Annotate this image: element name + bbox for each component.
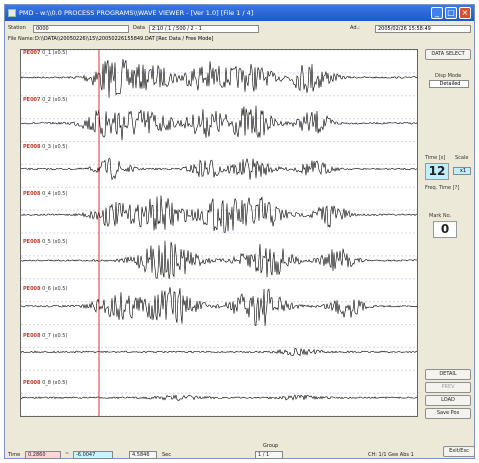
waveform-trace: [21, 241, 417, 279]
time-range-label: Time: [8, 452, 20, 458]
end-time-value: -6.0047: [73, 451, 113, 459]
exit-button[interactable]: Exit/Esc: [443, 446, 475, 457]
duration-value: 4.5846: [129, 451, 157, 459]
waveform-trace: [21, 158, 417, 179]
waveform-plot[interactable]: [20, 49, 418, 417]
window-title: PMD - w:\\0.0 PROCESS PROGRAMS\\WAVE VIE…: [19, 5, 419, 21]
range-dash: ~: [65, 451, 69, 457]
channel-info: CH: 1/1 Gee Abs 1: [368, 452, 414, 458]
data-label: Data: [133, 25, 145, 31]
channel-label-7: PE008 0_7 (x0.5): [23, 333, 67, 339]
save-pos-button[interactable]: Save Pos: [425, 408, 471, 419]
waveform-trace: [21, 287, 417, 326]
channel-label-1: PE007 0_1 (x0.5): [23, 50, 67, 56]
load-button[interactable]: LOAD: [425, 395, 471, 406]
time-value[interactable]: 12: [425, 163, 449, 180]
group-label: Group: [263, 443, 278, 449]
channel-label-3: PE008 0_3 (x0.5): [23, 144, 67, 150]
time-label: Time [s]: [425, 155, 445, 161]
waveform-trace: [21, 195, 417, 232]
sample-field: 2005/02/26 15:58:49: [375, 25, 471, 33]
channel-label-2: PE007 0_2 (x0.5): [23, 97, 67, 103]
prev-button[interactable]: PREV: [425, 382, 471, 393]
waveform-trace: [21, 395, 417, 401]
waveform-trace: [21, 59, 417, 98]
minimize-button[interactable]: _: [431, 7, 443, 19]
maximize-button[interactable]: □: [445, 7, 457, 19]
start-time-value: 0.2860: [25, 451, 61, 459]
disp-mode-select[interactable]: Detailed: [429, 80, 469, 88]
data-field[interactable]: 2:10 / 1 / 500 / 2 - 1: [149, 25, 259, 33]
group-value[interactable]: 1 / 1: [255, 451, 283, 459]
title-bar[interactable]: PMD - w:\\0.0 PROCESS PROGRAMS\\WAVE VIE…: [5, 5, 474, 21]
data-select-button[interactable]: DATA SELECT: [425, 49, 471, 60]
unit-label: Sec: [162, 452, 171, 458]
app-window: PMD - w:\\0.0 PROCESS PROGRAMS\\WAVE VIE…: [4, 4, 475, 459]
channel-label-5: PE008 0_5 (x0.5): [23, 239, 67, 245]
scale-label: Scale: [455, 155, 468, 161]
disp-mode-label: Disp Mode: [435, 73, 461, 79]
channel-label-8: PE008 0_8 (x0.5): [23, 380, 67, 386]
close-button[interactable]: ×: [459, 7, 471, 19]
waveform-trace: [21, 106, 417, 141]
file-label: File Name:: [8, 36, 34, 42]
channel-label-6: PE008 0_6 (x0.5): [23, 286, 67, 292]
channel-label-4: PE008 0_4 (x0.5): [23, 191, 67, 197]
sample-label: Ad.:: [350, 25, 360, 31]
status-bar: Time 0.2860 ~ -6.0047 4.5846 Sec Group 1…: [5, 440, 474, 458]
waveform-trace: [21, 348, 417, 355]
file-path: D:\\DATA\\20050226\\15\\20050226155849.D…: [33, 36, 303, 44]
app-icon: [8, 9, 16, 17]
scale-value[interactable]: x1: [453, 167, 471, 175]
freq-time-label: Freq. Time [?]: [425, 185, 459, 191]
mark-no-label: Mark No.: [429, 213, 451, 219]
station-field[interactable]: 0000: [33, 25, 129, 33]
mark-no-value[interactable]: 0: [433, 221, 457, 238]
station-label: Station: [8, 25, 26, 31]
waveform-canvas: [21, 50, 417, 416]
detail-button[interactable]: DETAIL: [425, 369, 471, 380]
